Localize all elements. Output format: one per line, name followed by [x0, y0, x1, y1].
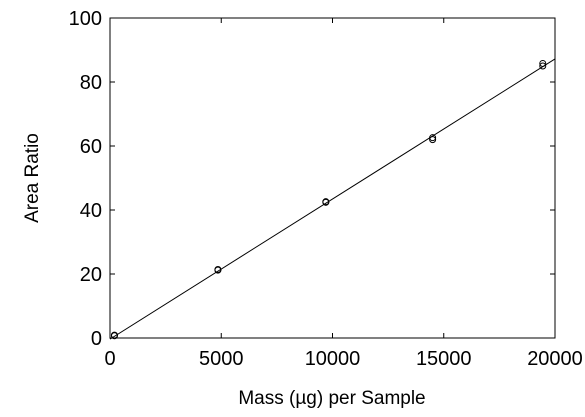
x-tick-label: 0 [104, 348, 115, 370]
tick-marks [109, 17, 556, 339]
data-points [110, 59, 547, 340]
x-tick-label: 10000 [305, 348, 361, 370]
x-tick-label: 20000 [527, 348, 583, 370]
data-point [539, 62, 547, 70]
x-axis-label: Mass (µg) per Sample [238, 388, 425, 409]
x-tick-label: 5000 [199, 348, 244, 370]
data-point [322, 198, 330, 206]
y-tick-label: 40 [80, 200, 102, 222]
data-point [214, 266, 222, 274]
x-tick-labels: 0 5000 10000 15000 20000 [104, 348, 582, 370]
fit-line [109, 58, 556, 340]
data-point [110, 331, 118, 339]
y-tick-labels: 0 20 40 60 80 100 [69, 8, 102, 350]
x-tick-label: 15000 [416, 348, 472, 370]
y-axis-label: Area Ratio [22, 133, 43, 223]
y-tick-label: 100 [69, 8, 102, 30]
y-tick-label: 0 [91, 328, 102, 350]
plot-frame [109, 17, 556, 339]
y-tick-label: 80 [80, 72, 102, 94]
data-point [429, 134, 437, 142]
y-tick-label: 60 [80, 136, 102, 158]
data-point [429, 136, 437, 144]
y-tick-label: 20 [80, 264, 102, 286]
data-point [539, 59, 547, 67]
